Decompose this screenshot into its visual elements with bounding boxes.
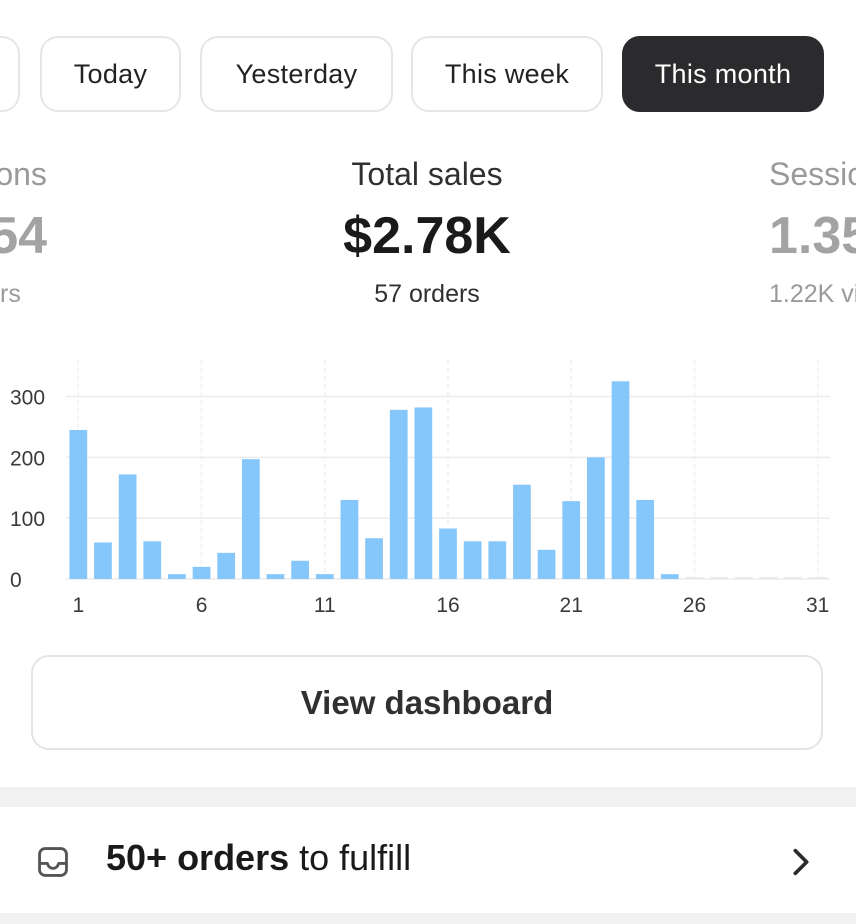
y-tick-label: 100 bbox=[10, 508, 45, 531]
bar-day-2 bbox=[94, 542, 112, 579]
bar-day-22 bbox=[586, 457, 605, 579]
bar-day-11 bbox=[315, 574, 334, 579]
chip-yesterday[interactable]: Yesterday bbox=[200, 36, 393, 112]
bar-day-21 bbox=[562, 501, 581, 579]
bar-day-10 bbox=[291, 560, 310, 579]
y-tick-label: 0 bbox=[10, 569, 22, 592]
chip-this-month[interactable]: This month bbox=[622, 36, 824, 112]
y-tick-label: 300 bbox=[10, 387, 45, 410]
metric-sessions-right[interactable]: Sessions 1.35 1.22K visitors bbox=[769, 150, 856, 314]
metric-total-sales[interactable]: Total sales $2.78K 57 orders bbox=[277, 150, 577, 314]
bar-day-29 bbox=[759, 577, 778, 579]
metric-sessions-left[interactable]: Sessions 1.254 visitors bbox=[0, 150, 107, 314]
bar-day-6 bbox=[192, 566, 211, 579]
x-tick-label: 6 bbox=[196, 594, 208, 617]
bar-day-15 bbox=[414, 407, 433, 579]
chip-previous[interactable] bbox=[0, 36, 20, 112]
bar-day-8 bbox=[241, 459, 260, 579]
bar-day-20 bbox=[537, 549, 556, 579]
bar-day-12 bbox=[340, 499, 359, 579]
x-tick-label: 11 bbox=[314, 594, 336, 617]
bar-day-27 bbox=[710, 577, 728, 579]
orders-count: 50+ orders bbox=[106, 837, 290, 878]
section-divider bbox=[0, 787, 856, 807]
bar-day-23 bbox=[611, 381, 630, 579]
metric-label: Sessions bbox=[0, 156, 47, 192]
bar-day-3 bbox=[118, 474, 137, 579]
bar-day-19 bbox=[513, 484, 531, 579]
bar-day-30 bbox=[784, 577, 802, 579]
bar-day-9 bbox=[266, 574, 285, 579]
x-tick-label: 16 bbox=[436, 594, 459, 617]
bar-day-17 bbox=[463, 541, 482, 579]
bar-day-1 bbox=[69, 429, 88, 579]
y-tick-label: 200 bbox=[10, 447, 45, 470]
bar-day-7 bbox=[217, 552, 236, 579]
metric-subtext: 57 orders bbox=[374, 280, 480, 308]
chip-this-week[interactable]: This week bbox=[411, 36, 603, 112]
metric-value: $2.78K bbox=[343, 207, 511, 265]
metric-value: 1.35 bbox=[769, 207, 856, 265]
bar-day-24 bbox=[636, 499, 655, 579]
bar-day-16 bbox=[439, 528, 457, 579]
bar-day-26 bbox=[685, 577, 704, 579]
x-tick-label: 1 bbox=[72, 594, 84, 617]
bar-day-18 bbox=[488, 541, 507, 579]
chip-today[interactable]: Today bbox=[40, 36, 181, 112]
metric-label: Sessions bbox=[769, 156, 856, 192]
bar-day-31 bbox=[808, 577, 827, 579]
bottom-divider bbox=[0, 913, 856, 924]
bar-day-5 bbox=[168, 574, 186, 579]
date-filter-chips: Today Yesterday This week This month bbox=[0, 36, 856, 114]
orders-to-fulfill-row[interactable]: 50+ orders to fulfill bbox=[0, 807, 856, 913]
metric-value: 1.254 bbox=[0, 207, 48, 265]
orders-suffix: to fulfill bbox=[289, 837, 412, 878]
bar-day-28 bbox=[734, 577, 753, 579]
x-tick-label: 26 bbox=[683, 594, 706, 617]
inbox-icon bbox=[38, 847, 68, 877]
metric-subtext: visitors bbox=[0, 280, 21, 308]
orders-to-fulfill-text: 50+ orders to fulfill bbox=[106, 837, 411, 879]
bar-day-4 bbox=[143, 541, 162, 579]
chevron-right-icon[interactable] bbox=[788, 845, 814, 879]
x-tick-label: 21 bbox=[560, 594, 583, 617]
metric-subtext: 1.22K visitors bbox=[769, 280, 856, 308]
view-dashboard-button[interactable]: View dashboard bbox=[31, 655, 823, 750]
bar-day-25 bbox=[660, 574, 679, 579]
bar-day-14 bbox=[389, 409, 408, 579]
bar-day-13 bbox=[365, 538, 383, 579]
metric-label: Total sales bbox=[351, 156, 503, 192]
x-tick-label: 31 bbox=[806, 594, 829, 617]
